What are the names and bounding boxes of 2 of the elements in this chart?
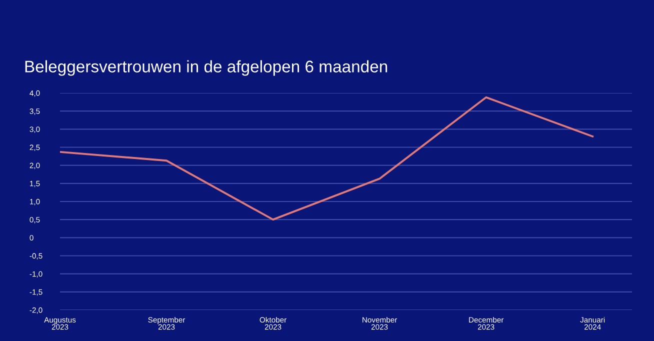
chart-title: Beleggersvertrouwen in de afgelopen 6 maanden	[25, 60, 388, 76]
line-series	[60, 96, 594, 221]
